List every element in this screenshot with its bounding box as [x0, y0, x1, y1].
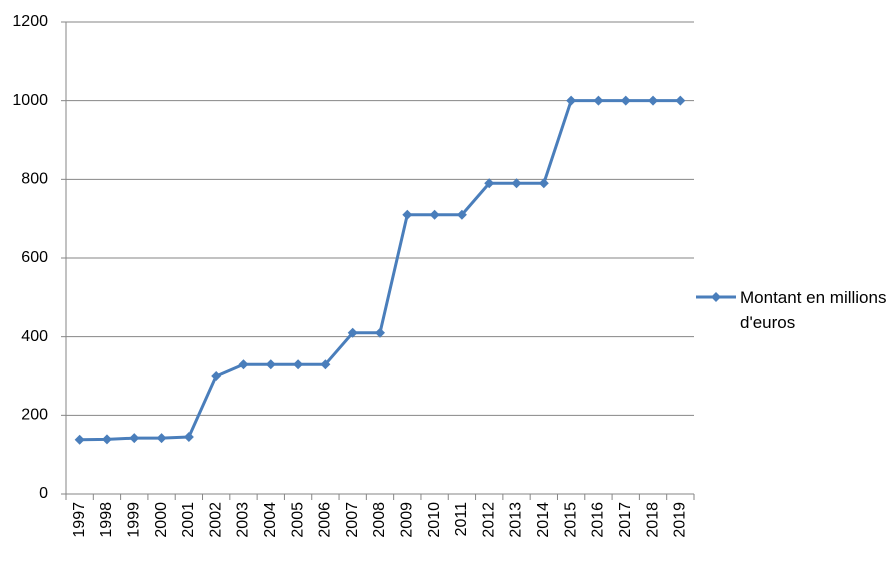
x-tick-label: 1999 [125, 502, 142, 538]
point-marker [456, 209, 467, 220]
point-marker [74, 434, 85, 445]
point-marker [538, 178, 549, 189]
x-tick-label: 2019 [672, 502, 689, 538]
point-marker [265, 359, 276, 370]
point-marker [347, 327, 358, 338]
y-tick-label: 1200 [12, 13, 48, 30]
y-tick-label: 800 [21, 171, 48, 188]
x-tick-label: 2015 [562, 502, 579, 538]
x-tick-label: 2017 [617, 502, 634, 538]
point-marker [211, 371, 222, 381]
x-tick-label: 2005 [289, 502, 306, 538]
y-tick-label: 600 [21, 249, 48, 266]
point-marker [648, 95, 659, 106]
x-tick-label: 2008 [371, 502, 388, 538]
point-marker [566, 95, 577, 106]
x-tick-label: 2002 [207, 502, 224, 538]
point-marker [484, 178, 495, 189]
x-tick-label: 2006 [317, 502, 334, 538]
x-tick-label: 1997 [71, 502, 88, 538]
x-tick-label: 2010 [426, 502, 443, 538]
x-tick-label: 2014 [535, 502, 552, 538]
y-tick-label: 1000 [12, 92, 48, 109]
x-tick-label: 2000 [153, 502, 170, 538]
series-line [79, 99, 681, 442]
y-tick-label: 400 [21, 328, 48, 345]
point-marker [293, 359, 304, 370]
point-marker [375, 327, 385, 338]
x-tick-label: 2018 [644, 502, 661, 538]
x-tick-label: 2001 [180, 502, 197, 538]
x-tick-label: 2012 [480, 502, 497, 538]
x-tick-label: 2003 [235, 502, 252, 538]
x-tick-label: 2013 [508, 502, 525, 538]
legend-label: Montant en millions d'euros [740, 288, 887, 332]
point-marker [320, 359, 331, 370]
x-tick-label: 2011 [453, 502, 470, 537]
x-tick-label: 2007 [344, 502, 361, 538]
x-tick-label: 2016 [590, 502, 607, 538]
point-marker [593, 95, 604, 106]
y-tick-label: 200 [21, 407, 48, 424]
point-marker [238, 359, 249, 370]
point-marker [429, 209, 440, 220]
point-marker [129, 433, 140, 444]
point-marker [183, 431, 194, 442]
point-marker [511, 178, 522, 189]
x-tick-label: 2004 [262, 502, 279, 538]
x-tick-label: 1998 [98, 502, 115, 538]
point-marker [101, 434, 112, 445]
y-tick-label: 0 [39, 485, 48, 502]
point-marker [402, 209, 413, 220]
legend-marker [711, 292, 721, 302]
point-marker [156, 433, 167, 444]
x-tick-label: 2009 [399, 502, 416, 538]
point-marker [675, 95, 686, 106]
point-marker [620, 95, 631, 106]
